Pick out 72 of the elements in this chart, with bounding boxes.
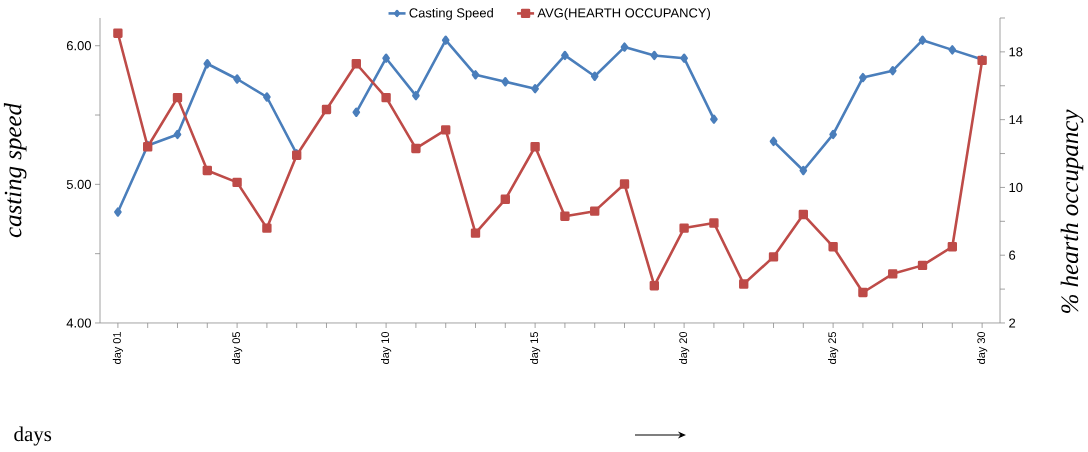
point <box>203 59 212 69</box>
point <box>411 143 421 154</box>
point <box>888 65 897 76</box>
point <box>680 53 688 63</box>
x-tick-label: day 05 <box>231 331 243 364</box>
point <box>172 92 183 103</box>
point <box>351 59 361 69</box>
point <box>918 35 927 45</box>
point <box>888 269 898 279</box>
point <box>590 71 599 81</box>
point <box>768 252 779 262</box>
point <box>173 129 182 140</box>
point <box>947 242 958 252</box>
point <box>828 242 838 252</box>
point <box>232 177 242 188</box>
y2-tick-label: 6 <box>1009 250 1016 260</box>
point <box>113 28 123 38</box>
text: days <box>14 426 52 446</box>
point <box>679 223 689 233</box>
point <box>829 129 837 140</box>
point <box>321 104 332 115</box>
point <box>769 136 778 147</box>
point <box>650 50 659 61</box>
point <box>471 70 480 80</box>
point <box>799 165 808 176</box>
point <box>560 211 570 221</box>
point <box>798 209 809 220</box>
point <box>590 206 600 216</box>
y2-axis-title: % hearth occupancy <box>1060 109 1084 313</box>
point <box>561 50 569 61</box>
point <box>530 142 540 152</box>
point <box>202 165 212 176</box>
point <box>412 90 420 101</box>
point <box>441 125 451 135</box>
x-tick-label: day 25 <box>828 331 839 364</box>
point <box>382 53 390 63</box>
x-tick-label: day 20 <box>679 331 690 364</box>
point <box>948 45 957 55</box>
point <box>620 42 629 52</box>
y2-tick-label: 14 <box>1009 115 1023 125</box>
point <box>263 92 271 102</box>
x-tick-label: day 15 <box>530 331 541 364</box>
point <box>710 114 718 124</box>
legend-label: Casting Speed <box>409 7 493 21</box>
y2-tick-label: 10 <box>1009 182 1023 193</box>
point <box>233 74 241 84</box>
point <box>739 279 749 289</box>
y-tick-label: 5.00 <box>66 179 91 189</box>
legend-label: AVG(HEARTH OCCUPANCY) <box>537 7 710 21</box>
point <box>619 179 630 189</box>
point <box>500 194 510 204</box>
point <box>917 260 928 271</box>
point <box>262 223 272 233</box>
point <box>470 228 481 238</box>
point <box>441 35 450 45</box>
x-tick-label: day 30 <box>977 331 988 364</box>
point <box>381 92 391 103</box>
point <box>709 218 719 228</box>
y-tick-label: 6.00 <box>66 41 91 51</box>
y2-tick-label: 18 <box>1009 47 1023 57</box>
point <box>501 77 510 87</box>
point <box>352 107 361 117</box>
point <box>531 84 539 94</box>
y-axis-title: casting speed <box>3 102 27 238</box>
x-tick-label: day 10 <box>381 331 392 364</box>
point <box>859 72 867 83</box>
point <box>114 207 122 217</box>
point <box>649 281 659 291</box>
y2-tick-label: 2 <box>1009 318 1016 328</box>
point <box>858 287 868 298</box>
x-tick-label: day 01 <box>112 332 123 364</box>
y-tick-label: 4.00 <box>66 318 91 328</box>
